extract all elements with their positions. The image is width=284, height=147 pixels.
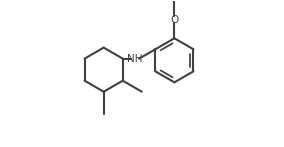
Text: O: O [170, 15, 179, 25]
Text: NH: NH [127, 54, 143, 64]
